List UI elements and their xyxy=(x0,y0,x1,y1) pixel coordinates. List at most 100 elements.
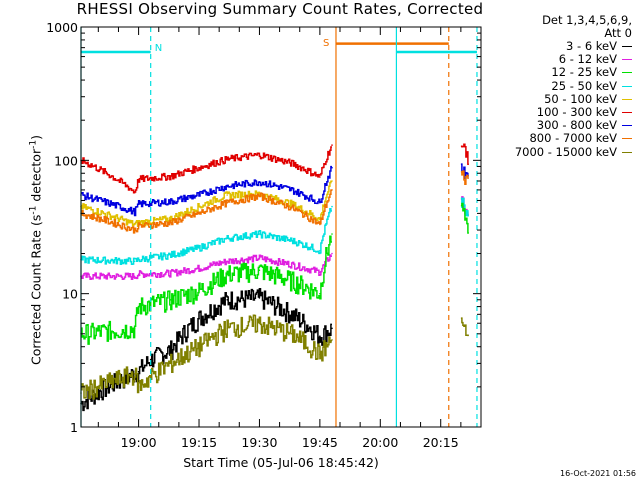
legend-label: 12 - 25 keV xyxy=(551,65,617,80)
data-point xyxy=(137,258,140,261)
data-point xyxy=(258,195,261,197)
data-point xyxy=(331,252,333,255)
data-point xyxy=(198,247,200,249)
data-point xyxy=(290,239,293,242)
data-point xyxy=(226,327,228,330)
legend-entry: 25 - 50 keV xyxy=(480,78,632,93)
data-point xyxy=(137,305,140,308)
legend-label: 3 - 6 keV xyxy=(566,39,617,54)
data-point xyxy=(133,223,136,226)
legend-entry: 300 - 800 keV xyxy=(480,119,632,132)
data-point xyxy=(331,189,333,191)
data-point xyxy=(331,166,333,169)
data-point xyxy=(137,273,140,276)
data-point xyxy=(319,176,321,178)
legend-label: 7000 - 15000 keV xyxy=(514,144,617,159)
data-point xyxy=(290,207,293,209)
data-point xyxy=(170,222,172,224)
attenuator-line: Att 0 xyxy=(604,26,632,40)
data-point xyxy=(258,322,261,325)
data-point xyxy=(319,335,321,338)
legend-swatch xyxy=(622,59,632,61)
legend: 3 - 6 keV 6 - 12 keV 12 - 25 keV 25 - 50 ke… xyxy=(480,40,632,159)
post-gap-series xyxy=(460,170,469,185)
legend-swatch xyxy=(622,138,632,140)
data-point xyxy=(226,260,228,263)
y-tick-label: 10 xyxy=(62,287,78,302)
data-point xyxy=(226,273,228,276)
data-point xyxy=(133,229,136,231)
legend-label: 25 - 50 keV xyxy=(551,78,617,93)
legend-header: Det 1,3,4,5,6,9, Att 0 xyxy=(492,14,632,40)
y-axis-label: Corrected Count Rate (s-1 detector-1) xyxy=(28,135,43,365)
legend-entry: 800 - 7000 keV xyxy=(480,132,632,145)
x-tick-label: 20:15 xyxy=(423,435,459,450)
series-line xyxy=(81,254,332,280)
data-point xyxy=(319,202,321,204)
plot-frame xyxy=(80,26,482,428)
data-point xyxy=(258,233,261,235)
data-point xyxy=(290,313,293,316)
data-point xyxy=(137,178,140,181)
data-point xyxy=(170,299,172,301)
legend-swatch xyxy=(622,112,632,114)
data-point xyxy=(198,267,200,270)
chart-title: RHESSI Observing Summary Count Rates, Co… xyxy=(76,0,484,18)
y-axis-label-sup2: -1 xyxy=(28,139,39,149)
x-tick-label: 19:45 xyxy=(302,435,338,450)
series-line xyxy=(81,287,332,412)
data-point xyxy=(133,327,136,330)
series-line xyxy=(81,235,332,345)
data-point xyxy=(319,249,321,252)
data-point xyxy=(258,154,261,156)
data-point xyxy=(331,339,333,341)
data-point xyxy=(226,299,228,301)
data-point xyxy=(198,317,200,320)
data-point xyxy=(170,362,172,365)
series-line xyxy=(81,165,332,217)
x-tick-label: 19:00 xyxy=(121,435,157,450)
data-point xyxy=(290,279,293,282)
x-tick-label: 19:15 xyxy=(181,435,217,450)
data-point xyxy=(331,180,333,182)
data-point xyxy=(319,353,321,356)
data-point xyxy=(198,205,200,208)
post-gap-series xyxy=(460,143,469,165)
data-point xyxy=(198,166,200,169)
timestamp: 16-Oct-2021 01:56 xyxy=(560,469,636,478)
data-point xyxy=(290,333,293,335)
y-axis-label-mid: detector xyxy=(28,148,44,206)
data-point xyxy=(198,212,200,215)
data-point xyxy=(319,271,321,274)
data-point xyxy=(331,205,333,208)
legend-entry: 3 - 6 keV xyxy=(480,40,632,53)
data-point xyxy=(290,162,293,165)
data-point xyxy=(258,257,261,259)
legend-label: 50 - 100 keV xyxy=(544,91,617,106)
data-point xyxy=(331,144,333,146)
data-point xyxy=(170,217,172,220)
data-point xyxy=(319,292,321,295)
legend-entry: 100 - 300 keV xyxy=(480,106,632,119)
legend-entry: 6 - 12 keV xyxy=(480,53,632,66)
data-point xyxy=(226,194,228,196)
legend-label: 800 - 7000 keV xyxy=(529,131,617,146)
data-point xyxy=(226,185,228,187)
data-point xyxy=(137,225,140,228)
legend-swatch xyxy=(622,98,632,100)
legend-label: 100 - 300 keV xyxy=(536,105,617,120)
data-point xyxy=(137,386,140,388)
x-axis-label: Start Time (05-Jul-06 18:45:42) xyxy=(183,455,379,470)
legend-entry: 12 - 25 keV xyxy=(480,66,632,79)
x-tick-label: 20:00 xyxy=(362,435,398,450)
data-point xyxy=(226,237,228,240)
x-tick-label: 19:30 xyxy=(241,435,277,450)
series-line xyxy=(81,189,332,234)
series-line xyxy=(81,146,332,194)
legend-entry: 50 - 100 keV xyxy=(480,91,632,106)
legend-label: 6 - 12 keV xyxy=(558,52,617,67)
y-tick-label: 1000 xyxy=(46,20,78,35)
data-point xyxy=(170,272,172,275)
data-point xyxy=(226,158,228,160)
series-line xyxy=(81,314,332,400)
